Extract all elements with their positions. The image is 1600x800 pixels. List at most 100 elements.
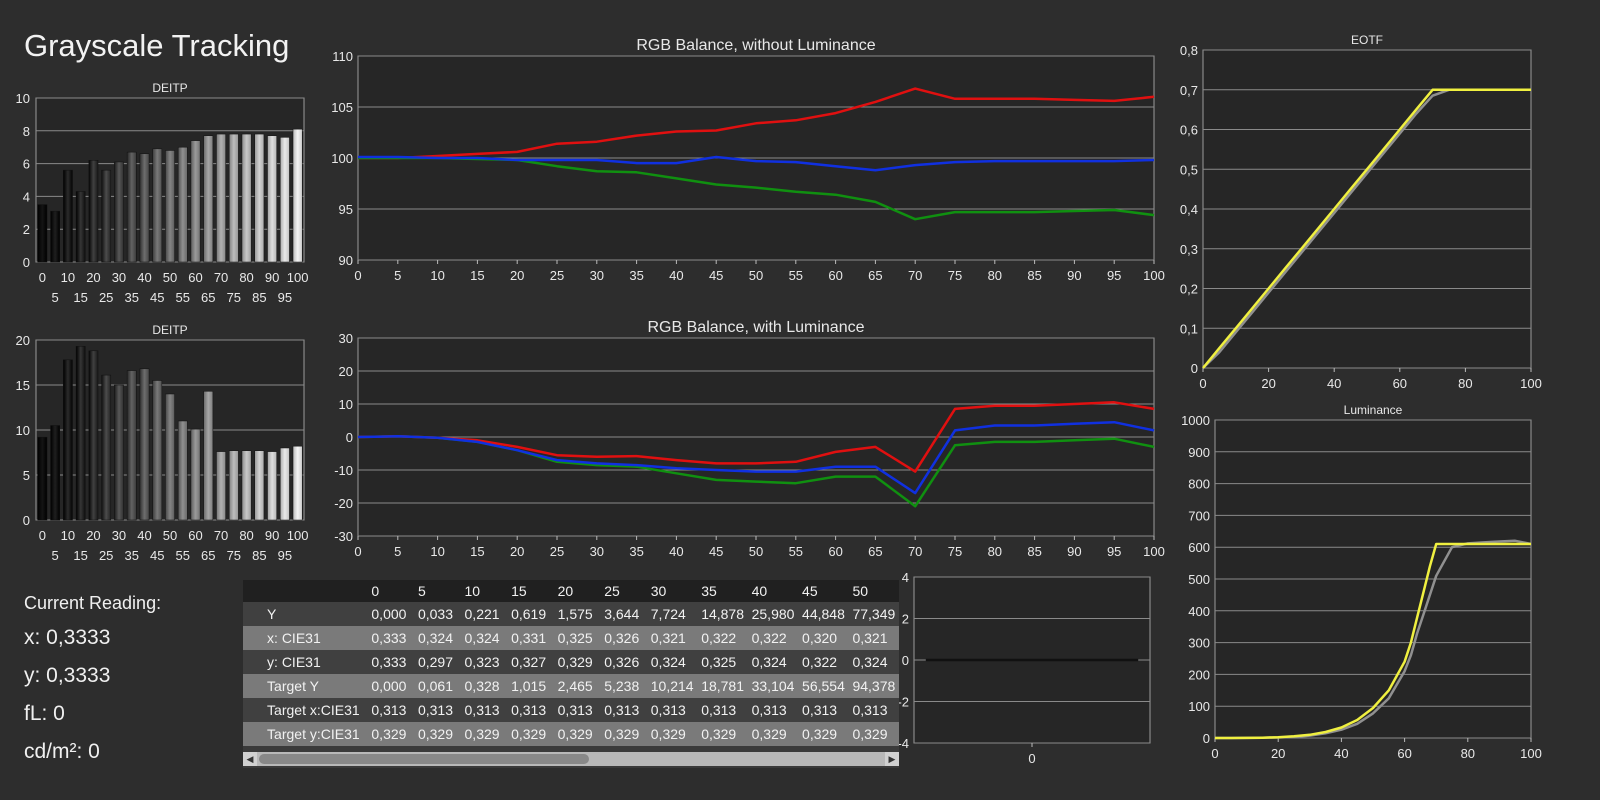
y-tick-label: 0,5 bbox=[1180, 162, 1198, 177]
table-cell: 0,333 bbox=[367, 650, 414, 674]
y-tick-label: 0,7 bbox=[1180, 83, 1198, 98]
table-row[interactable]: Target y:CIE31 0,329 0,329 0,329 0,329 0,329 0… bbox=[243, 722, 899, 746]
table-row[interactable]: y: CIE31 0,333 0,297 0,323 0,327 0,329 0,326 0,… bbox=[243, 650, 899, 674]
x-tick-label: 20 bbox=[510, 268, 524, 283]
x-tick-label: 45 bbox=[709, 268, 723, 283]
table-cell: 77,349 bbox=[848, 602, 899, 626]
table-row[interactable]: Y 0,000 0,033 0,221 0,619 1,575 3,644 7,724 14,8… bbox=[243, 602, 899, 626]
chart-title: EOTF bbox=[1351, 33, 1383, 47]
row-header-stub bbox=[243, 674, 250, 698]
x-tick-label: 20 bbox=[1271, 746, 1285, 761]
table-row[interactable]: x: CIE31 0,333 0,324 0,324 0,331 0,325 0,326 0,… bbox=[243, 626, 899, 650]
y-tick-label: 0,4 bbox=[1180, 202, 1198, 217]
x-tick-label: 5 bbox=[394, 544, 401, 559]
x-tick-label: 75 bbox=[948, 268, 962, 283]
table-cell: 0,323 bbox=[460, 650, 508, 674]
bar bbox=[228, 450, 239, 521]
table-cell: 0,325 bbox=[553, 626, 601, 650]
x-tick-label: 20 bbox=[86, 528, 100, 543]
table-cell: 0,324 bbox=[848, 650, 899, 674]
measurement-table[interactable]: 0 5 10 15 20 25 30 35 40 45 50 Y 0,000 0,033 0,221 0,61… bbox=[243, 580, 899, 768]
chart-title: RGB Balance, without Luminance bbox=[636, 37, 875, 54]
x-tick-label: 50 bbox=[749, 544, 763, 559]
table-cell: 0,061 bbox=[413, 674, 461, 698]
x-tick-label: 0 bbox=[354, 268, 361, 283]
y-tick-label: 20 bbox=[339, 364, 353, 379]
x-tick-label: 80 bbox=[988, 268, 1002, 283]
x-tick-label: 55 bbox=[789, 544, 803, 559]
scroll-thumb[interactable] bbox=[259, 754, 589, 764]
bar bbox=[75, 346, 86, 521]
scroll-right-icon[interactable]: ▶ bbox=[885, 752, 899, 766]
table-row[interactable]: Target Y 0,000 0,061 0,328 1,015 2,465 5,238 10… bbox=[243, 674, 899, 698]
table-cell: 0,313 bbox=[798, 698, 849, 722]
bar bbox=[37, 436, 48, 521]
bar bbox=[292, 445, 303, 521]
x-tick-label: 40 bbox=[1334, 746, 1348, 761]
table-header-row: 0 5 10 15 20 25 30 35 40 45 50 bbox=[243, 580, 899, 602]
table-cell: 3,644 bbox=[600, 602, 647, 626]
y-tick-label: 600 bbox=[1188, 540, 1210, 555]
x-tick-label: 30 bbox=[590, 544, 604, 559]
y-tick-label: 0 bbox=[1203, 731, 1210, 746]
x-tick-label: 100 bbox=[1520, 746, 1542, 761]
x-tick-label: 80 bbox=[1458, 376, 1472, 391]
x-tick-label: 20 bbox=[86, 270, 100, 285]
bar bbox=[241, 450, 252, 521]
x-tick-label: 30 bbox=[112, 528, 126, 543]
bar bbox=[190, 140, 201, 263]
x-tick-label: 35 bbox=[124, 548, 138, 563]
scroll-left-icon[interactable]: ◀ bbox=[243, 752, 257, 766]
column-header: 25 bbox=[600, 580, 647, 602]
column-header: 15 bbox=[507, 580, 554, 602]
table-cell: 0,329 bbox=[367, 722, 414, 746]
y-tick-label: -20 bbox=[334, 496, 353, 511]
table-cell: 0,313 bbox=[600, 698, 647, 722]
horizontal-scrollbar[interactable]: ◀ ▶ bbox=[243, 752, 899, 766]
x-tick-label: 55 bbox=[789, 268, 803, 283]
row-header-stub bbox=[243, 602, 250, 626]
x-tick-label: 100 bbox=[287, 528, 309, 543]
y-tick-label: 2 bbox=[23, 222, 30, 237]
x-tick-label: 35 bbox=[124, 290, 138, 305]
bar bbox=[50, 210, 60, 263]
table-cell: 0,221 bbox=[460, 602, 508, 626]
x-tick-label: 80 bbox=[239, 270, 253, 285]
page-title: Grayscale Tracking bbox=[24, 28, 290, 63]
x-tick-label: 100 bbox=[1520, 376, 1542, 391]
x-tick-label: 90 bbox=[265, 270, 279, 285]
table-cell: 0,329 bbox=[507, 722, 554, 746]
y-tick-label: 0 bbox=[346, 430, 353, 445]
bar bbox=[126, 151, 137, 263]
x-tick-label: 40 bbox=[137, 270, 151, 285]
column-header: 30 bbox=[646, 580, 698, 602]
bar bbox=[114, 384, 124, 521]
table-cell: 0,322 bbox=[747, 626, 799, 650]
y-tick-label: 4 bbox=[23, 189, 30, 204]
reading-fl: fL: 0 bbox=[24, 702, 65, 725]
bar bbox=[165, 150, 175, 263]
y-tick-label: 105 bbox=[331, 100, 353, 115]
table-cell: 0,329 bbox=[848, 722, 899, 746]
y-tick-label: 1000 bbox=[1181, 413, 1210, 428]
table-cell: 0,000 bbox=[367, 602, 414, 626]
x-tick-label: 10 bbox=[61, 270, 75, 285]
y-tick-label: 900 bbox=[1188, 445, 1210, 460]
row-label: Y bbox=[249, 602, 368, 626]
y-tick-label: 300 bbox=[1188, 636, 1210, 651]
table-cell: 0,313 bbox=[697, 698, 748, 722]
y-tick-label: 95 bbox=[339, 202, 353, 217]
series-line bbox=[1215, 542, 1531, 740]
bar bbox=[88, 160, 99, 263]
chart-title: DEITP bbox=[152, 323, 187, 337]
corner-cell bbox=[249, 580, 368, 602]
x-tick-label: 60 bbox=[828, 544, 842, 559]
table-row[interactable]: Target x:CIE31 0,313 0,313 0,313 0,313 0,313 0… bbox=[243, 698, 899, 722]
table-cell: 0,331 bbox=[507, 626, 554, 650]
x-tick-label: 15 bbox=[73, 548, 87, 563]
x-tick-label: 60 bbox=[1397, 746, 1411, 761]
y-tick-label: 0,6 bbox=[1180, 123, 1198, 138]
bar bbox=[241, 133, 252, 263]
row-label: y: CIE31 bbox=[249, 650, 368, 674]
y-tick-label: 30 bbox=[339, 331, 353, 346]
